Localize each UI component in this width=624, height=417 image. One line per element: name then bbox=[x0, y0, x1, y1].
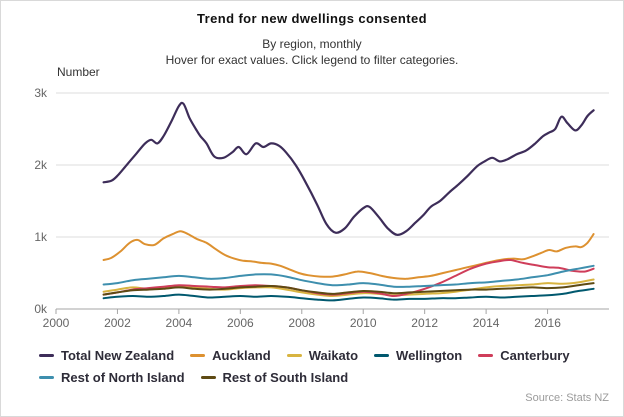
x-tick-label: 2012 bbox=[411, 316, 438, 330]
x-tick-label: 2000 bbox=[42, 316, 70, 330]
legend-label: Rest of South Island bbox=[222, 370, 349, 385]
series-line-canterbury[interactable] bbox=[102, 258, 595, 297]
y-tick-label: 3k bbox=[34, 86, 47, 100]
legend-label: Auckland bbox=[212, 348, 271, 363]
legend-item-total-new-zealand[interactable]: Total New Zealand bbox=[39, 348, 174, 363]
legend-item-rest-of-north-island[interactable]: Rest of North Island bbox=[39, 370, 185, 385]
legend-item-auckland[interactable]: Auckland bbox=[190, 348, 271, 363]
legend-item-wellington[interactable]: Wellington bbox=[374, 348, 462, 363]
x-tick-label: 2008 bbox=[288, 316, 316, 330]
chart-legend-row-2: Rest of North Island Rest of South Island bbox=[39, 370, 348, 385]
legend-label: Canterbury bbox=[500, 348, 570, 363]
legend-swatch bbox=[374, 354, 390, 357]
y-tick-label: 1k bbox=[34, 230, 47, 244]
legend-swatch bbox=[190, 354, 206, 357]
legend-swatch bbox=[39, 354, 54, 357]
legend-swatch bbox=[200, 376, 216, 379]
legend-swatch bbox=[286, 354, 302, 357]
x-tick-label: 2006 bbox=[226, 316, 254, 330]
legend-label: Waikato bbox=[308, 348, 359, 363]
y-tick-label: 0k bbox=[34, 302, 47, 316]
series-line-rest-of-north-island[interactable] bbox=[102, 264, 595, 288]
chart-instructions: Hover for exact values. Click legend to … bbox=[165, 53, 459, 67]
legend-label: Rest of North Island bbox=[61, 370, 185, 385]
x-tick-label: 2004 bbox=[165, 316, 193, 330]
legend-label: Wellington bbox=[396, 348, 463, 363]
x-tick-label: 2010 bbox=[349, 316, 377, 330]
legend-swatch bbox=[478, 354, 494, 357]
x-tick-label: 2014 bbox=[472, 316, 500, 330]
series-line-wellington[interactable] bbox=[102, 287, 595, 302]
legend-item-waikato[interactable]: Waikato bbox=[286, 348, 359, 363]
series-line-auckland[interactable] bbox=[102, 230, 595, 280]
legend-swatch bbox=[39, 376, 54, 379]
x-tick-label: 2002 bbox=[104, 316, 131, 330]
chart-title: Trend for new dwellings consented bbox=[197, 11, 427, 26]
legend-label: Total New Zealand bbox=[61, 348, 175, 363]
x-tick-label: 2016 bbox=[534, 316, 561, 330]
legend-item-canterbury[interactable]: Canterbury bbox=[478, 348, 570, 363]
y-tick-label: 2k bbox=[34, 158, 47, 172]
chart-legend-row-1: Total New Zealand Auckland Waikato Wellingt… bbox=[39, 348, 570, 363]
source-note: Source: Stats NZ bbox=[525, 392, 609, 404]
series-line-rest-of-south-island[interactable] bbox=[102, 282, 595, 296]
series-line-total-new-zealand[interactable] bbox=[102, 101, 595, 236]
legend-item-rest-of-south-island[interactable]: Rest of South Island bbox=[200, 370, 349, 385]
chart-subtitle: By region, monthly bbox=[262, 37, 362, 51]
y-axis-title: Number bbox=[57, 65, 100, 79]
